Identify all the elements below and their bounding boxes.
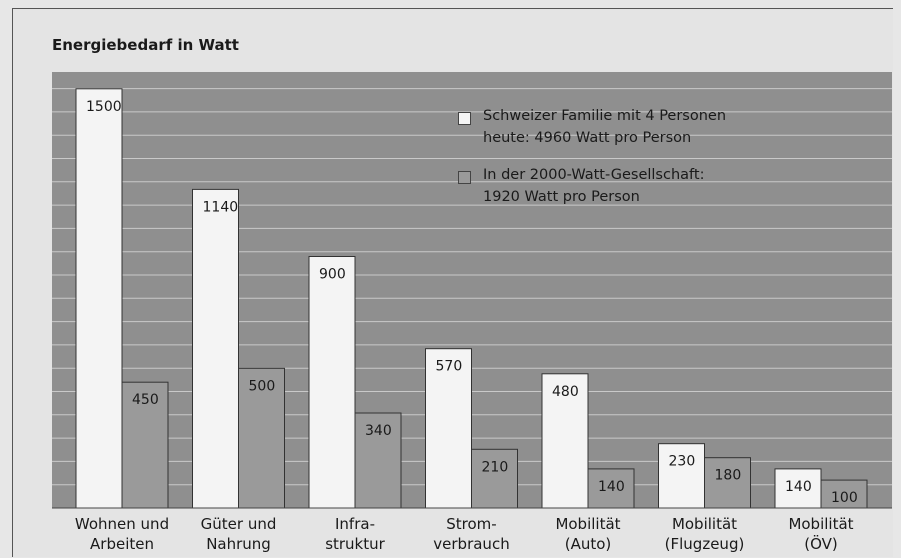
bar-gesellschaft <box>471 448 518 509</box>
data-label: 140 <box>598 479 625 495</box>
chart-title: Energiebedarf in Watt <box>52 36 239 54</box>
category-label: Strom- verbrauch <box>433 515 510 553</box>
data-label: 1500 <box>86 99 122 115</box>
data-label: 450 <box>132 392 159 408</box>
bar-gesellschaft <box>238 367 285 509</box>
data-label: 230 <box>669 454 696 470</box>
bar-gesellschaft <box>704 457 751 509</box>
data-label: 900 <box>319 267 346 283</box>
bar-heute <box>541 373 589 509</box>
category-label: Mobilität (Flugzeug) <box>664 515 745 553</box>
bar-gesellschaft <box>820 479 868 509</box>
legend-swatch <box>458 112 471 125</box>
category-label: Wohnen und Arbeiten <box>74 515 170 553</box>
category-label: Mobilität (ÖV) <box>788 515 854 553</box>
data-label: 180 <box>715 468 742 484</box>
bar-heute <box>425 348 472 509</box>
data-label: 1140 <box>203 199 239 215</box>
bar-heute <box>658 443 705 509</box>
bar-gesellschaft <box>354 412 402 509</box>
category-label: Güter und Nahrung <box>200 515 277 553</box>
bar-heute <box>192 188 239 509</box>
data-label: 570 <box>436 359 463 375</box>
data-label: 500 <box>249 378 276 394</box>
category-label: Mobilität (Auto) <box>555 515 621 553</box>
data-label: 210 <box>482 459 509 475</box>
data-label: 100 <box>831 490 858 506</box>
category-label: Infra- struktur <box>325 515 385 553</box>
legend-swatch <box>458 171 471 184</box>
bar-heute <box>75 88 123 509</box>
data-label: 140 <box>785 479 812 495</box>
legend-label: Schweizer Familie mit 4 Personen heute: … <box>483 108 727 146</box>
data-label: 340 <box>365 423 392 439</box>
legend-label: In der 2000-Watt-Gesellschaft: 1920 Watt… <box>483 167 705 205</box>
data-label: 480 <box>552 384 579 400</box>
bar-heute <box>774 468 822 509</box>
bar-heute <box>308 256 356 509</box>
